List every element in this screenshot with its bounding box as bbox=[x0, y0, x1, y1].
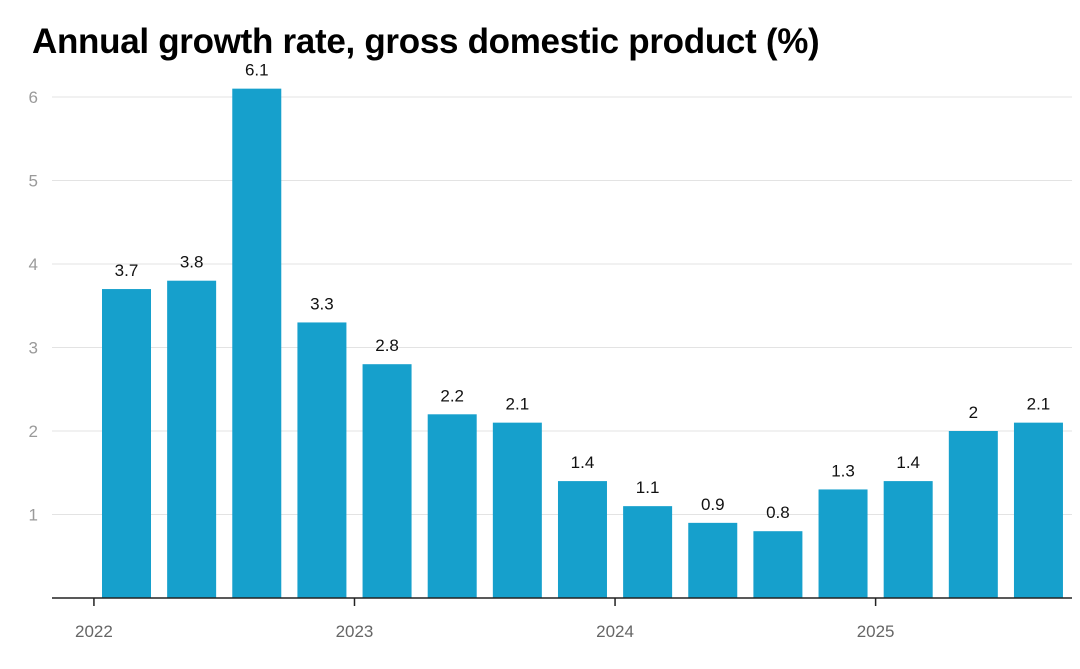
y-tick-label: 4 bbox=[29, 255, 38, 274]
x-tick-label: 2025 bbox=[857, 622, 895, 641]
x-tick-label: 2023 bbox=[336, 622, 374, 641]
data-label: 3.7 bbox=[115, 261, 139, 280]
data-label: 0.9 bbox=[701, 495, 725, 514]
y-tick-label: 2 bbox=[29, 422, 38, 441]
y-tick-label: 3 bbox=[29, 339, 38, 358]
y-tick-label: 5 bbox=[29, 172, 38, 191]
x-tick-label: 2022 bbox=[75, 622, 113, 641]
bar bbox=[753, 531, 803, 598]
data-label: 3.8 bbox=[180, 253, 204, 272]
y-tick-label: 1 bbox=[29, 506, 38, 525]
bar bbox=[1013, 422, 1063, 598]
bar bbox=[883, 481, 933, 598]
data-label: 1.4 bbox=[896, 453, 920, 472]
data-label: 2.8 bbox=[375, 336, 399, 355]
gridlines bbox=[52, 96, 1072, 515]
data-label: 2.2 bbox=[440, 386, 464, 405]
data-label: 0.8 bbox=[766, 503, 790, 522]
bar bbox=[492, 422, 542, 598]
y-axis: 1 2 3 4 5 6 bbox=[29, 88, 38, 525]
data-label: 1.3 bbox=[831, 461, 855, 480]
bar bbox=[948, 431, 998, 598]
data-labels: 3.7 3.8 6.1 3.3 2.8 2.2 2.1 1.4 1.1 0.9 0.8 1.3 1.4 2… bbox=[115, 61, 1051, 523]
bar bbox=[102, 289, 151, 598]
bar bbox=[557, 481, 607, 598]
bar bbox=[232, 88, 282, 599]
data-label: 3.3 bbox=[310, 294, 334, 313]
data-label: 1.4 bbox=[571, 453, 595, 472]
x-axis: 2022 2023 2024 2025 bbox=[75, 598, 895, 641]
bar bbox=[688, 522, 738, 598]
data-label: 2.1 bbox=[506, 395, 530, 414]
data-label: 2 bbox=[969, 403, 978, 422]
bar bbox=[818, 489, 868, 598]
chart-title: Annual growth rate, gross domestic produ… bbox=[32, 22, 820, 61]
x-tick-label: 2024 bbox=[596, 622, 634, 641]
data-label: 2.1 bbox=[1027, 395, 1051, 414]
bar bbox=[297, 322, 347, 598]
bar bbox=[167, 280, 217, 598]
y-tick-label: 6 bbox=[29, 88, 38, 107]
data-label: 1.1 bbox=[636, 478, 660, 497]
data-label: 6.1 bbox=[245, 61, 269, 80]
bar bbox=[427, 414, 477, 598]
bars bbox=[102, 88, 1063, 599]
bar bbox=[362, 364, 412, 598]
bar bbox=[623, 506, 673, 598]
